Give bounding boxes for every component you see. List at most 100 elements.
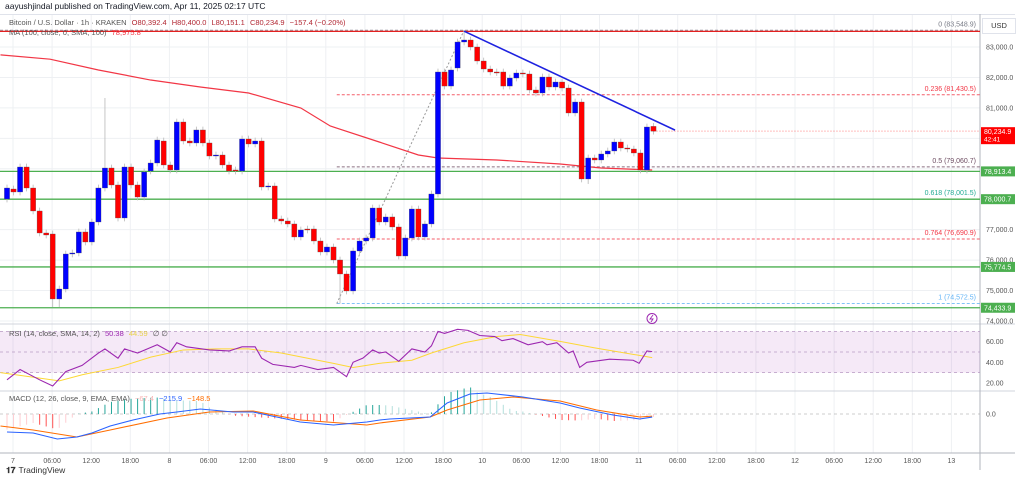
price-axis-label: 77,000.0 xyxy=(986,227,1013,234)
candle-down xyxy=(565,87,572,114)
candle-down xyxy=(526,73,533,91)
support-price-tag xyxy=(981,261,1015,272)
candle-down xyxy=(591,157,598,161)
rsi-legend[interactable]: RSI (14, close, SMA, 14, 2) 50.38 44.59 … xyxy=(9,329,171,338)
fib-level-label: 0.618 (78,001.5) xyxy=(925,190,976,197)
candle-up xyxy=(89,221,95,243)
ohlc-change: −157.4 (−0.20%) xyxy=(289,18,346,27)
tradingview-logo[interactable]: 𝟏𝟕 TradingView xyxy=(6,465,65,476)
candle-down xyxy=(82,231,89,243)
time-axis-label: 18:00 xyxy=(278,458,296,465)
fib-level-label: 0.236 (81,430.5) xyxy=(925,86,976,93)
candle-up xyxy=(382,216,389,223)
support-price-tag xyxy=(981,194,1015,205)
candle-down xyxy=(533,89,539,94)
currency-button[interactable]: USD xyxy=(982,18,1016,34)
candle-down xyxy=(134,184,141,198)
macd-signal-value: −148.5 xyxy=(187,394,211,403)
candle-up xyxy=(324,246,330,253)
macd-line xyxy=(6,392,653,440)
candle-up xyxy=(513,72,520,79)
candle-up xyxy=(454,41,461,69)
rsi-axis-label: 60.00 xyxy=(986,339,1004,346)
candle-down xyxy=(23,166,30,189)
descending-trendline[interactable] xyxy=(463,30,676,131)
time-axis-label: 06:00 xyxy=(43,458,61,465)
support-price-label: 74,433.9 xyxy=(984,305,1011,312)
candle-down xyxy=(206,142,213,157)
candle-down xyxy=(49,233,56,300)
rsi-axis-label: 20.00 xyxy=(986,380,1004,387)
time-axis-label: 18:00 xyxy=(904,458,922,465)
time-axis-label: 12 xyxy=(791,458,799,465)
candle-up xyxy=(552,81,559,88)
candle-down xyxy=(10,188,17,193)
support-price-tag xyxy=(981,166,1015,177)
candle-down xyxy=(389,216,396,228)
candle-up xyxy=(539,76,546,94)
time-axis-label: 18:00 xyxy=(434,458,452,465)
candle-down xyxy=(624,147,631,150)
time-axis-label: 12:00 xyxy=(708,458,726,465)
candle-up xyxy=(174,121,180,171)
candle-up xyxy=(147,162,154,172)
candle-down xyxy=(160,140,167,166)
candle-down xyxy=(278,218,285,222)
candle-down xyxy=(285,220,291,225)
candle-up xyxy=(369,207,376,239)
tradingview-logo-icon: 𝟏𝟕 xyxy=(6,466,16,476)
candle-up xyxy=(402,237,409,257)
candle-down xyxy=(441,71,448,87)
price-axis-label: 75,000.0 xyxy=(986,288,1013,295)
ma-legend[interactable]: MA (100, close, 0, SMA, 100) 78,975.8 xyxy=(9,28,144,37)
candle-up xyxy=(213,154,219,157)
rsi-sma-value: 44.59 xyxy=(128,329,148,338)
candle-down xyxy=(219,154,226,166)
support-price-label: 78,913.4 xyxy=(984,169,1011,176)
ma100-line xyxy=(0,54,653,171)
publish-info: aayushjindal published on TradingView.co… xyxy=(5,1,266,11)
candle-down xyxy=(167,164,173,171)
lightning-icon[interactable] xyxy=(646,313,658,324)
candle-up xyxy=(409,208,415,239)
time-axis-label: 11 xyxy=(635,458,642,465)
time-axis-label: 12:00 xyxy=(864,458,882,465)
price-axis-label: 83,000.0 xyxy=(986,45,1013,52)
candle-up xyxy=(17,166,23,193)
symbol-name[interactable]: Bitcoin / U.S. Dollar · 1h · KRAKEN xyxy=(9,18,127,27)
candle-down xyxy=(376,207,382,223)
candle-down xyxy=(467,39,474,48)
macd-hist-value: −67.4 xyxy=(134,394,154,403)
candle-down xyxy=(311,228,317,242)
candle-down xyxy=(43,232,49,236)
candle-up xyxy=(298,229,304,238)
price-axis-label: 82,000.0 xyxy=(986,75,1013,82)
candle-down xyxy=(500,71,507,87)
candle-down xyxy=(200,129,206,144)
fib-level-label: 0.5 (79,060.7) xyxy=(932,158,976,165)
candle-down xyxy=(520,72,526,75)
candle-up xyxy=(350,250,356,292)
candle-up xyxy=(507,77,513,87)
rsi-sma-line xyxy=(0,333,653,382)
macd-legend[interactable]: MACD (12, 26, close, 9, EMA, EMA) −67.4 … xyxy=(9,394,213,403)
rsi-value: 50.38 xyxy=(104,329,124,338)
current-price-tag xyxy=(981,127,1015,145)
candle-down xyxy=(330,246,337,261)
macd-signal-line xyxy=(0,396,653,438)
candle-down xyxy=(415,208,422,238)
time-axis-label: 06:00 xyxy=(513,458,531,465)
candle-up xyxy=(461,39,467,43)
time-axis-label: 18:00 xyxy=(747,458,765,465)
candle-up xyxy=(252,140,258,145)
time-axis-label: 12:00 xyxy=(239,458,257,465)
candle-up xyxy=(141,171,147,198)
price-axis-label: 81,000.0 xyxy=(986,105,1013,112)
time-axis-label: 18:00 xyxy=(591,458,609,465)
candle-down xyxy=(618,141,624,149)
candle-down xyxy=(30,187,36,212)
time-axis-label: 06:00 xyxy=(356,458,374,465)
time-axis-label: 12:00 xyxy=(395,458,413,465)
candle-up xyxy=(102,167,108,189)
